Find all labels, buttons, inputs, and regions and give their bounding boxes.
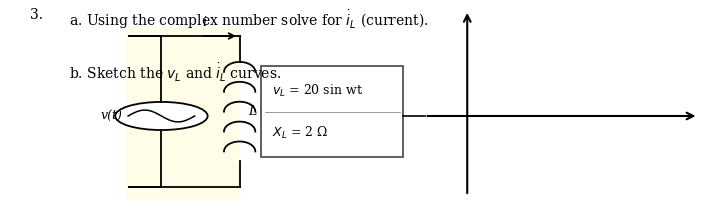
Text: $v_L$ = 20 sin wt: $v_L$ = 20 sin wt: [271, 83, 363, 99]
Bar: [126, 27, 240, 200]
Text: $X_L$ = 2 Ω: $X_L$ = 2 Ω: [271, 124, 328, 141]
Text: a. Using the complex number solve for $\dot{i}_L$ (current).: a. Using the complex number solve for $\…: [69, 8, 428, 31]
Text: b. Sketch the $v_L$ and $\dot{i}_L$ curves.: b. Sketch the $v_L$ and $\dot{i}_L$ curv…: [69, 62, 281, 84]
Circle shape: [115, 102, 208, 130]
Text: L: L: [248, 105, 256, 118]
Text: i: i: [202, 16, 206, 30]
Text: 3.: 3.: [30, 8, 43, 22]
Bar: [261, 66, 403, 157]
Text: v(t): v(t): [101, 110, 122, 122]
